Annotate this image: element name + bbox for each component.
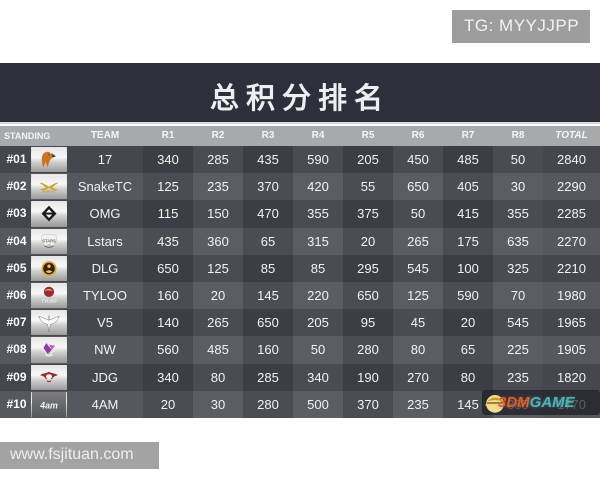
svg-text:4am: 4am — [39, 400, 58, 410]
svg-text:TYLOO: TYLOO — [41, 299, 57, 304]
svg-text:SnakeTC: SnakeTC — [42, 190, 57, 194]
svg-text:STARS: STARS — [42, 238, 56, 243]
